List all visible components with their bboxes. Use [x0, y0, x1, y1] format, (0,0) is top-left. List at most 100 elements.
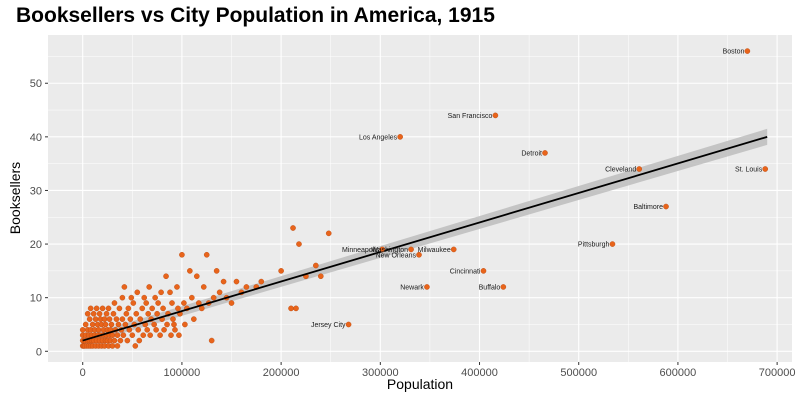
data-point — [114, 332, 121, 338]
data-point — [133, 310, 140, 317]
confidence-band — [82, 128, 768, 345]
data-point — [116, 305, 123, 312]
y-axis-ticks: 0 10 20 30 40 50 — [30, 78, 48, 358]
data-point — [161, 327, 167, 333]
data-point — [102, 321, 109, 328]
data-point — [82, 321, 89, 328]
labeled-city-points — [345, 48, 769, 328]
data-point — [187, 268, 193, 274]
data-point — [168, 332, 174, 338]
x-tick-label: 400000 — [461, 367, 498, 379]
data-point — [151, 321, 157, 328]
data-point — [90, 310, 97, 317]
y-axis-title: Booksellers — [7, 162, 23, 234]
data-point — [145, 310, 151, 317]
city-point — [480, 268, 487, 274]
city-point — [492, 112, 499, 119]
city-point — [609, 241, 616, 247]
x-tick-label: 0 — [80, 367, 86, 379]
data-point — [154, 310, 160, 317]
city-label: Boston — [723, 49, 745, 56]
data-point — [160, 305, 166, 312]
data-point — [87, 305, 94, 312]
data-point — [174, 284, 180, 290]
data-point — [317, 273, 324, 280]
data-point — [105, 305, 112, 312]
x-tick-label: 300000 — [362, 367, 399, 379]
data-point — [101, 316, 108, 322]
data-point — [117, 337, 124, 344]
data-point — [109, 343, 116, 349]
data-point — [189, 294, 195, 301]
x-tick-label: 600000 — [660, 367, 697, 379]
data-point — [119, 316, 126, 322]
data-point — [95, 327, 102, 333]
data-point — [129, 332, 136, 338]
data-point — [140, 332, 147, 338]
data-point — [119, 294, 126, 301]
data-point — [110, 310, 117, 317]
city-point — [345, 321, 352, 328]
data-point — [125, 305, 132, 312]
data-point — [108, 321, 115, 328]
data-point — [155, 300, 161, 306]
data-point — [123, 310, 130, 317]
data-point — [84, 310, 91, 317]
city-point — [416, 251, 422, 258]
data-point — [243, 284, 250, 290]
data-point — [128, 294, 135, 301]
city-point — [397, 134, 403, 140]
y-tick-label: 40 — [30, 132, 42, 144]
data-point — [278, 268, 284, 274]
data-point — [139, 305, 146, 312]
data-point — [290, 225, 296, 231]
data-point — [114, 343, 121, 349]
data-point — [113, 316, 120, 322]
data-point — [103, 310, 110, 317]
data-point — [193, 273, 200, 280]
data-point — [99, 305, 106, 312]
city-point — [636, 166, 643, 172]
data-point — [93, 305, 100, 312]
city-point — [379, 246, 386, 253]
data-point — [216, 289, 223, 296]
y-tick-label: 10 — [30, 293, 42, 305]
city-label: Detroit — [521, 150, 542, 157]
data-point — [213, 268, 220, 274]
x-tick-label: 100000 — [164, 367, 201, 379]
data-point — [175, 305, 181, 312]
data-point — [171, 321, 177, 328]
data-point — [124, 337, 131, 344]
data-point — [233, 278, 240, 285]
confidence-band-area — [82, 128, 768, 345]
data-point — [170, 316, 176, 322]
data-point — [146, 284, 152, 290]
city-label: Cleveland — [605, 167, 636, 174]
data-point — [203, 251, 210, 258]
data-point — [106, 316, 113, 322]
data-point — [296, 241, 302, 247]
data-point — [293, 305, 299, 312]
data-point — [220, 278, 227, 285]
trend-line — [82, 135, 768, 342]
data-point — [149, 305, 155, 312]
data-point — [181, 300, 187, 306]
data-point — [200, 284, 207, 290]
data-point — [176, 332, 182, 338]
data-point — [325, 230, 332, 237]
x-axis-ticks: 0 100000 200000 300000 400000 500000 600000 700… — [80, 362, 795, 379]
data-point — [288, 305, 294, 312]
x-axis-title: Population — [387, 376, 453, 392]
data-point — [172, 327, 178, 333]
city-point — [744, 48, 751, 54]
city-label: Milwaukee — [418, 247, 451, 254]
data-point — [163, 273, 169, 280]
data-point — [121, 284, 128, 290]
data-point — [89, 321, 96, 328]
data-point — [141, 294, 148, 301]
data-point — [111, 337, 118, 344]
data-point — [86, 316, 93, 322]
data-point — [258, 278, 265, 285]
data-point — [157, 332, 163, 338]
